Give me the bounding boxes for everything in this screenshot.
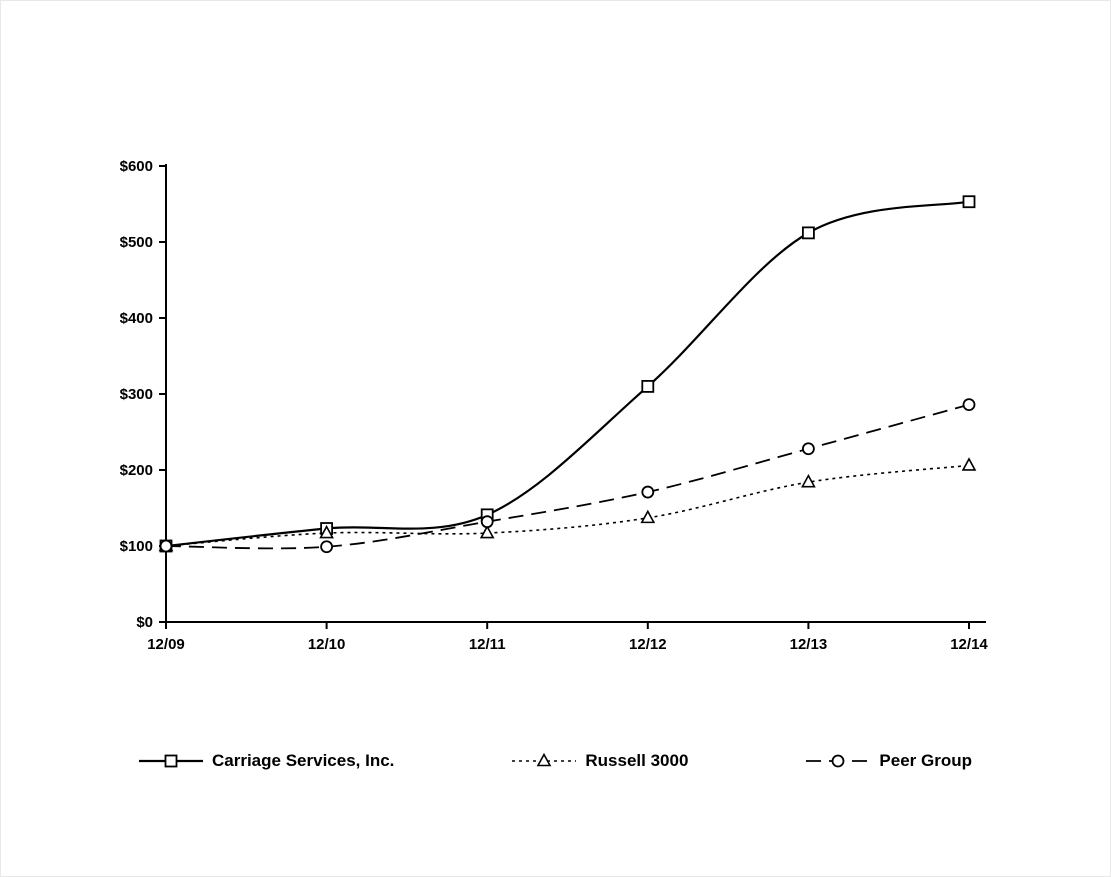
y-tick-label: $100 — [120, 538, 153, 555]
y-tick-label: $500 — [120, 234, 153, 251]
data-point-marker-triangle — [640, 509, 656, 524]
data-point-marker-square — [962, 195, 976, 209]
y-tick-label: $0 — [136, 614, 153, 631]
y-tick-label: $300 — [120, 386, 153, 403]
data-point-marker-circle — [962, 398, 976, 412]
series-layer — [158, 195, 977, 554]
data-point-marker-circle — [641, 485, 655, 499]
y-tick-label: $200 — [120, 462, 153, 479]
data-point-marker-circle — [320, 540, 334, 554]
legend-label: Carriage Services, Inc. — [212, 751, 395, 770]
circle-marker-icon — [806, 754, 871, 768]
y-tick-label: $600 — [120, 158, 153, 175]
y-tick-label: $400 — [120, 310, 153, 327]
chart-legend: Carriage Services, Inc. Russell 3000 Pee… — [1, 751, 1110, 771]
data-point-marker-circle — [802, 442, 815, 456]
y-axis-labels: $0 $100 $200 $300 $400 $500 $600 — [120, 158, 153, 631]
data-point-marker-triangle — [537, 753, 552, 767]
data-point-marker-triangle — [801, 473, 816, 488]
data-point-marker-triangle — [479, 524, 495, 539]
data-point-marker-circle — [480, 515, 494, 529]
x-tick-label: 12/12 — [629, 636, 667, 653]
legend-item-peer-group: Peer Group — [806, 751, 972, 771]
data-point-marker-triangle — [319, 524, 334, 539]
data-point-marker-square — [802, 226, 815, 240]
x-tick-label: 12/11 — [469, 636, 506, 653]
square-marker-icon — [139, 754, 203, 768]
legend-label: Peer Group — [879, 751, 972, 770]
series-line-peer-group — [165, 403, 970, 550]
series-line-carriage-services-inc — [165, 200, 970, 548]
data-point-marker-triangle — [961, 457, 977, 471]
data-point-marker-square — [164, 754, 178, 768]
data-point-marker-square — [641, 379, 655, 393]
legend-item-russell-3000: Russell 3000 — [512, 751, 688, 771]
triangle-marker-icon — [512, 753, 577, 767]
x-axis-labels: 12/09 12/10 12/11 12/12 12/13 12/14 — [147, 636, 988, 653]
x-tick-label: 12/13 — [790, 636, 828, 653]
x-tick-label: 12/14 — [950, 636, 988, 653]
x-tick-label: 12/10 — [308, 636, 346, 653]
legend-item-carriage-services: Carriage Services, Inc. — [139, 751, 394, 771]
series-line-russell-3000 — [165, 464, 970, 547]
x-tick-label: 12/09 — [147, 636, 185, 653]
legend-label: Russell 3000 — [585, 751, 689, 770]
data-point-marker-circle — [159, 539, 173, 553]
data-point-marker-circle — [832, 754, 845, 768]
axis-ticks — [159, 165, 970, 629]
